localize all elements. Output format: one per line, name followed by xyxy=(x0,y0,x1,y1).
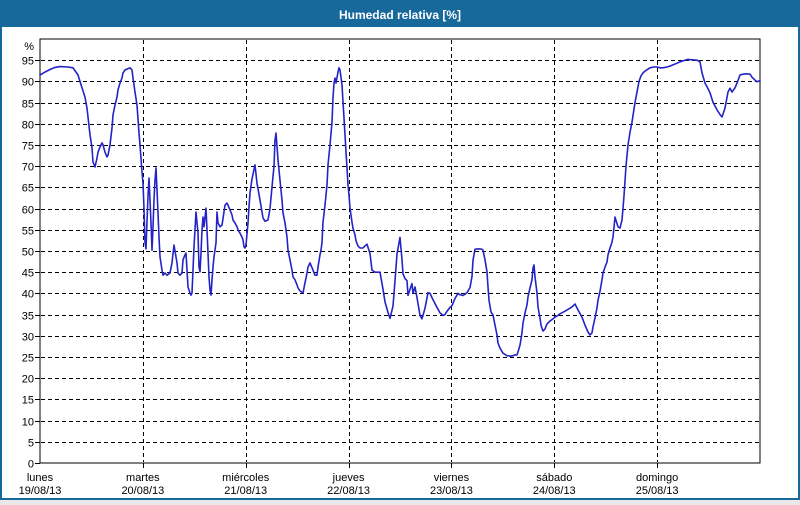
y-tick-label: 95 xyxy=(22,56,34,68)
x-date-label: 24/08/13 xyxy=(533,485,576,497)
x-date-label: 21/08/13 xyxy=(224,485,267,497)
axis-labels-group: 0 5 10 15 20 25 30 35 40 45 50 55 60 65 70 75 80 85 90 95 lu… xyxy=(19,56,679,498)
y-axis-unit-label: % xyxy=(24,41,34,53)
y-tick-label: 40 xyxy=(22,289,34,301)
page-title: Humedad relativa [%] xyxy=(339,8,461,22)
axis-ticks-group xyxy=(35,60,658,468)
x-date-label: 19/08/13 xyxy=(19,485,62,497)
x-date-label: 23/08/13 xyxy=(430,485,473,497)
y-tick-label: 10 xyxy=(22,417,34,429)
x-day-label: lunes xyxy=(27,472,54,484)
y-tick-label: 35 xyxy=(22,311,34,323)
y-tick-label: 50 xyxy=(22,247,34,259)
x-date-label: 20/08/13 xyxy=(121,485,164,497)
y-tick-label: 55 xyxy=(22,226,34,238)
y-tick-label: 70 xyxy=(22,162,34,174)
y-tick-label: 5 xyxy=(28,438,34,450)
title-bar xyxy=(2,2,798,27)
x-day-label: sábado xyxy=(536,472,572,484)
x-date-label: 22/08/13 xyxy=(327,485,370,497)
x-day-label: viernes xyxy=(434,472,470,484)
gridlines-group xyxy=(41,40,759,462)
y-tick-label: 0 xyxy=(28,459,34,471)
x-day-label: domingo xyxy=(636,472,678,484)
y-tick-label: 30 xyxy=(22,332,34,344)
x-day-label: miércoles xyxy=(222,472,270,484)
y-tick-label: 60 xyxy=(22,205,34,217)
y-tick-label: 75 xyxy=(22,141,34,153)
y-tick-label: 25 xyxy=(22,353,34,365)
x-day-label: jueves xyxy=(332,472,365,484)
humidity-series-line xyxy=(39,58,761,358)
y-tick-label: 45 xyxy=(22,268,34,280)
y-tick-label: 80 xyxy=(22,120,34,132)
y-tick-label: 20 xyxy=(22,374,34,386)
y-tick-label: 15 xyxy=(22,395,34,407)
x-day-label: martes xyxy=(126,472,160,484)
x-date-label: 25/08/13 xyxy=(636,485,679,497)
y-tick-label: 90 xyxy=(22,77,34,89)
y-tick-label: 85 xyxy=(22,99,34,111)
y-tick-label: 65 xyxy=(22,183,34,195)
series-group xyxy=(39,58,761,358)
